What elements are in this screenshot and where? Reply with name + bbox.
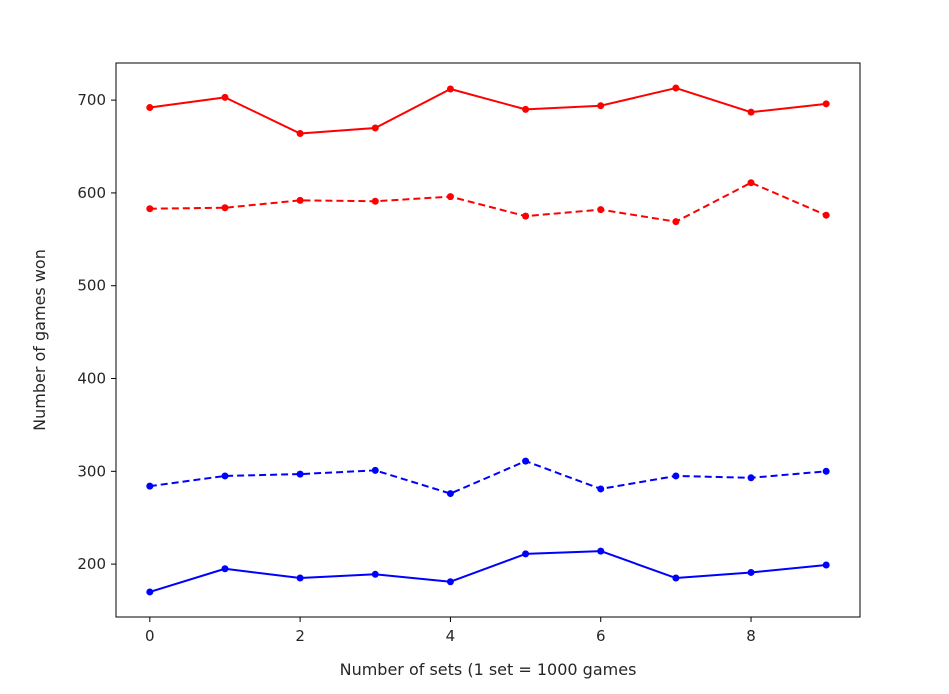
series-2 — [146, 179, 830, 226]
series-2-point — [221, 204, 229, 212]
series-2-line — [149, 181, 827, 223]
series-3-point — [672, 472, 680, 480]
y-axis-label: Number of games won — [30, 249, 49, 431]
series-3-point — [522, 457, 530, 465]
x-tick-label: 6 — [596, 627, 606, 645]
series-1-point — [296, 130, 304, 138]
series-4-point — [221, 565, 229, 573]
series-1-point — [446, 85, 454, 93]
series-3-point — [446, 490, 454, 498]
x-tick-label: 8 — [746, 627, 756, 645]
x-tick-label: 2 — [295, 627, 305, 645]
y-tick-label: 500 — [77, 277, 106, 295]
series-3-point — [597, 485, 605, 493]
series-1-point — [672, 84, 680, 92]
series-1-point — [371, 124, 379, 132]
series-2-point — [446, 193, 454, 201]
series-3-point — [296, 470, 304, 478]
series-4-point — [296, 574, 304, 582]
x-axis-ticks: 0 2 4 6 8 — [145, 617, 756, 645]
series-2-point — [522, 212, 530, 220]
series-1-point — [221, 93, 229, 101]
series-4-point — [446, 578, 454, 586]
series-2-point — [371, 197, 379, 205]
x-axis-label: Number of sets (1 set = 1000 games — [340, 660, 637, 679]
series-1 — [146, 84, 830, 138]
x-tick-label: 0 — [145, 627, 155, 645]
series-2-point — [597, 206, 605, 214]
series-4-point — [672, 574, 680, 582]
series-1-point — [747, 108, 755, 116]
series-1-point — [597, 102, 605, 110]
series-2-point — [296, 196, 304, 204]
x-tick-label: 4 — [446, 627, 456, 645]
series-3-point — [822, 467, 830, 475]
series-3 — [146, 457, 830, 498]
y-tick-label: 400 — [77, 370, 106, 388]
series-1-point — [146, 104, 154, 112]
series-layer — [146, 84, 830, 596]
series-3-point — [371, 466, 379, 474]
series-1-point — [522, 105, 530, 113]
series-4-point — [597, 547, 605, 555]
y-tick-label: 300 — [77, 462, 106, 480]
y-tick-label: 200 — [77, 555, 106, 573]
series-3-point — [221, 472, 229, 480]
y-tick-label: 600 — [77, 184, 106, 202]
series-1-point — [822, 100, 830, 108]
series-2-point — [672, 218, 680, 226]
series-4-line — [149, 550, 827, 593]
series-2-point — [822, 211, 830, 219]
series-4 — [146, 547, 830, 596]
series-3-point — [146, 482, 154, 490]
series-1-line — [149, 87, 827, 135]
series-4-point — [822, 561, 830, 569]
y-tick-label: 700 — [77, 91, 106, 109]
series-2-point — [146, 205, 154, 213]
series-3-point — [747, 474, 755, 482]
series-3-line — [149, 460, 827, 495]
series-2-point — [747, 179, 755, 187]
series-4-point — [146, 588, 154, 596]
plot-frame — [115, 62, 861, 618]
series-4-point — [747, 568, 755, 576]
series-4-point — [522, 550, 530, 558]
y-axis-ticks: 200 300 400 500 600 700 — [77, 91, 116, 573]
series-4-point — [371, 570, 379, 578]
